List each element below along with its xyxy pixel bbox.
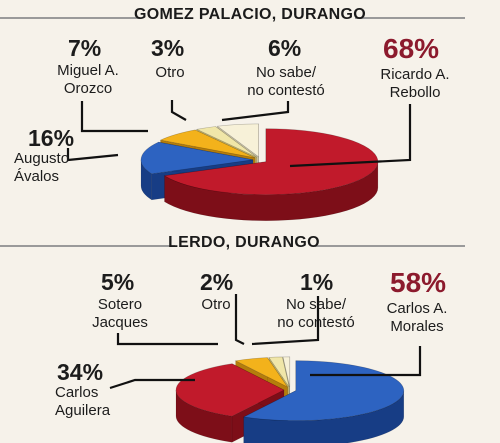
pie-chart-gomez-palacio [66,100,412,221]
pct-otro-1: 3% [151,35,185,61]
leader-line-ricardo-a-rebollo [289,104,412,168]
pct-no-sabe-2: 1% [300,269,334,295]
slice-carlos-aguilera [175,363,285,417]
leader-line-augusto-avalos [66,148,119,162]
slice-no-sabe-no-contesto [216,123,259,158]
name-no-sabe-2: No sabe/ no contestó [277,296,355,331]
pct-sotero-jacques: 5% [101,269,135,295]
title-rule-left [0,245,175,247]
leader-line-miguel-a-orozco [80,101,148,133]
pct-miguel-orozco: 7% [68,35,102,61]
name-carlos-aguilera: Carlos Aguilera [55,384,111,419]
leader-line-no-sabe-no-contesto [251,296,320,346]
name-miguel-orozco: Miguel A. Orozco [57,62,119,97]
pct-no-sabe-1: 6% [268,35,302,61]
slice-no-sabe-no-contesto [282,356,291,387]
title-rule-right [315,245,465,247]
chart-title: GOMEZ PALACIO, DURANGO [133,6,367,23]
chart-title: LERDO, DURANGO [168,234,320,251]
chart-lerdo: LERDO, DURANGO 58% Carlos A. Morales 34%… [0,230,500,443]
slice-otro [195,126,258,158]
slice-otro [268,356,290,388]
name-augusto-avalos: Augusto Ávalos [14,150,70,185]
chart-gomez-palacio: GOMEZ PALACIO, DURANGO 68% Ricardo A. Re… [0,6,465,221]
pct-otro-2: 2% [200,269,234,295]
leader-line-carlos-aguilera [109,378,195,390]
name-carlos-morales: Carlos A. Morales [386,300,448,335]
slice-sotero-jacques [234,357,288,388]
pct-augusto-avalos: 16% [28,125,75,151]
leader-line-carlos-a-morales [310,346,422,377]
leader-line-otro [234,294,245,345]
title-rule-left [0,17,140,19]
slice-augusto-avalos [140,141,254,175]
name-otro-2: Otro [201,296,231,313]
title-rule-right [355,17,465,19]
slice-ricardo-a-rebollo [163,128,379,195]
leader-line-sotero-jacques [116,333,218,346]
name-ricardo-rebollo: Ricardo A. Rebollo [380,66,450,101]
leader-line-no-sabe-no-contesto [221,101,290,122]
name-otro-1: Otro [155,64,185,81]
pct-ricardo-rebollo: 68% [383,33,440,64]
pct-carlos-aguilera: 34% [57,359,104,385]
pct-carlos-morales: 58% [390,267,447,298]
leader-line-otro [170,100,187,121]
name-no-sabe-1: No sabe/ no contestó [247,64,325,99]
pie-chart-lerdo [109,294,422,443]
slice-miguel-a-orozco [159,129,256,159]
name-sotero-jacques: Sotero Jacques [92,296,148,331]
